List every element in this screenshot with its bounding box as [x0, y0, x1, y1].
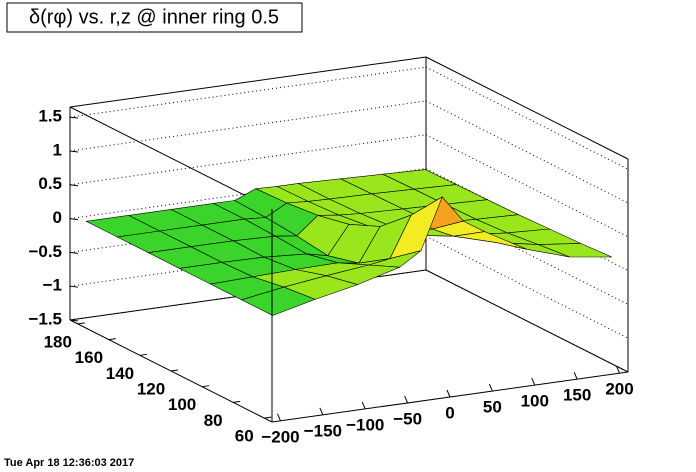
z-tick-label: −0.5: [28, 242, 62, 261]
z-tick-label: 1: [53, 140, 62, 159]
z-tick-label: 1.5: [38, 107, 62, 126]
x-tick: [531, 377, 536, 386]
x-tick: [277, 413, 281, 422]
z-tick: [69, 251, 79, 254]
x-tick: [319, 407, 324, 416]
surface-cell: [240, 286, 316, 316]
y-tick-label: 80: [204, 411, 223, 430]
y-tick: [77, 322, 85, 325]
x-tick-label: −50: [393, 409, 422, 428]
z-tick: [69, 285, 79, 288]
box-edge: [69, 106, 273, 210]
x-tick-label: 200: [605, 380, 633, 399]
z-tick: [69, 116, 79, 119]
box-edge: [425, 56, 629, 160]
box-edge: [69, 56, 427, 108]
grid-line: [425, 100, 629, 204]
grid-line: [425, 269, 629, 373]
z-tick: [69, 319, 79, 322]
z-tick-label: 0.5: [38, 174, 62, 193]
grid-line: [69, 66, 427, 118]
x-tick: [446, 389, 451, 398]
x-tick-label: 100: [521, 392, 549, 411]
x-tick-label: 0: [445, 403, 454, 422]
x-tick-label: −200: [261, 427, 299, 446]
y-tick: [108, 338, 116, 341]
z-tick-label: 0: [53, 208, 62, 227]
x-tick: [573, 371, 578, 380]
y-tick: [233, 400, 241, 403]
timestamp: Tue Apr 18 12:36:03 2017: [4, 457, 134, 469]
y-tick-label: 180: [44, 332, 72, 351]
x-tick-label: 150: [563, 386, 591, 405]
y-tick-label: 100: [168, 395, 196, 414]
x-tick: [361, 401, 366, 410]
z-tick: [69, 150, 79, 153]
y-tick: [202, 385, 210, 388]
grid-line: [69, 100, 427, 152]
z-tick-label: −1: [43, 276, 62, 295]
grid-line: [425, 235, 629, 339]
y-tick: [170, 369, 179, 372]
x-tick: [488, 383, 493, 392]
y-tick-label: 120: [137, 379, 165, 398]
x-tick-label: 50: [483, 398, 502, 417]
y-tick: [264, 416, 272, 419]
y-tick-label: 140: [106, 364, 134, 383]
chart-title: δ(rφ) vs. r,z @ inner ring 0.5: [29, 6, 279, 28]
grid-line: [425, 201, 629, 305]
x-tick: [404, 395, 409, 404]
title-box: [6, 2, 303, 33]
x-tick: [616, 365, 620, 374]
grid-line: [425, 66, 629, 170]
x-tick-label: −100: [346, 415, 384, 434]
grid-line: [425, 134, 629, 238]
z-tick-label: −1.5: [28, 309, 62, 328]
y-tick-label: 60: [235, 427, 254, 446]
y-tick-label: 160: [75, 348, 103, 367]
y-tick: [139, 353, 147, 356]
z-tick: [69, 184, 79, 187]
x-tick-label: −150: [304, 421, 342, 440]
z-tick: [69, 218, 79, 221]
